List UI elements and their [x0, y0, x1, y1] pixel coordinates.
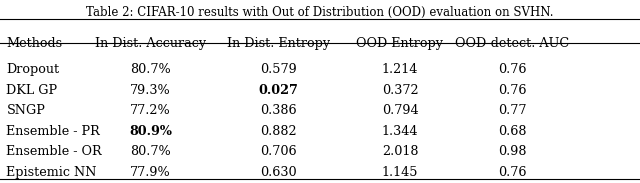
Text: 0.630: 0.630 [260, 166, 297, 179]
Text: 77.9%: 77.9% [130, 166, 171, 179]
Text: 0.386: 0.386 [260, 104, 297, 117]
Text: 80.7%: 80.7% [130, 63, 171, 76]
Text: 0.579: 0.579 [260, 63, 297, 76]
Text: 0.794: 0.794 [381, 104, 419, 117]
Text: Table 2: CIFAR-10 results with Out of Distribution (OOD) evaluation on SVHN.: Table 2: CIFAR-10 results with Out of Di… [86, 5, 554, 18]
Text: 2.018: 2.018 [381, 145, 419, 158]
Text: Dropout: Dropout [6, 63, 60, 76]
Text: OOD-detect. AUC: OOD-detect. AUC [455, 37, 569, 50]
Text: DKL GP: DKL GP [6, 84, 58, 97]
Text: In Dist. Accuracy: In Dist. Accuracy [95, 37, 206, 50]
Text: Epistemic NN: Epistemic NN [6, 166, 97, 179]
Text: 0.77: 0.77 [498, 104, 526, 117]
Text: 79.3%: 79.3% [130, 84, 171, 97]
Text: 0.68: 0.68 [498, 125, 526, 138]
Text: 0.372: 0.372 [381, 84, 419, 97]
Text: 1.145: 1.145 [381, 166, 419, 179]
Text: SNGP: SNGP [6, 104, 45, 117]
Text: 0.706: 0.706 [260, 145, 297, 158]
Text: 80.7%: 80.7% [130, 145, 171, 158]
Text: 77.2%: 77.2% [130, 104, 171, 117]
Text: 1.214: 1.214 [382, 63, 418, 76]
Text: 0.027: 0.027 [259, 84, 298, 97]
Text: 0.76: 0.76 [498, 166, 526, 179]
Text: 0.76: 0.76 [498, 84, 526, 97]
Text: Ensemble - OR: Ensemble - OR [6, 145, 102, 158]
Text: 0.98: 0.98 [498, 145, 526, 158]
Text: OOD Entropy: OOD Entropy [356, 37, 444, 50]
Text: 80.9%: 80.9% [129, 125, 172, 138]
Text: In Dist. Entropy: In Dist. Entropy [227, 37, 330, 50]
Text: Ensemble - PR: Ensemble - PR [6, 125, 100, 138]
Text: Methods: Methods [6, 37, 63, 50]
Text: 1.344: 1.344 [381, 125, 419, 138]
Text: 0.76: 0.76 [498, 63, 526, 76]
Text: 0.882: 0.882 [260, 125, 297, 138]
